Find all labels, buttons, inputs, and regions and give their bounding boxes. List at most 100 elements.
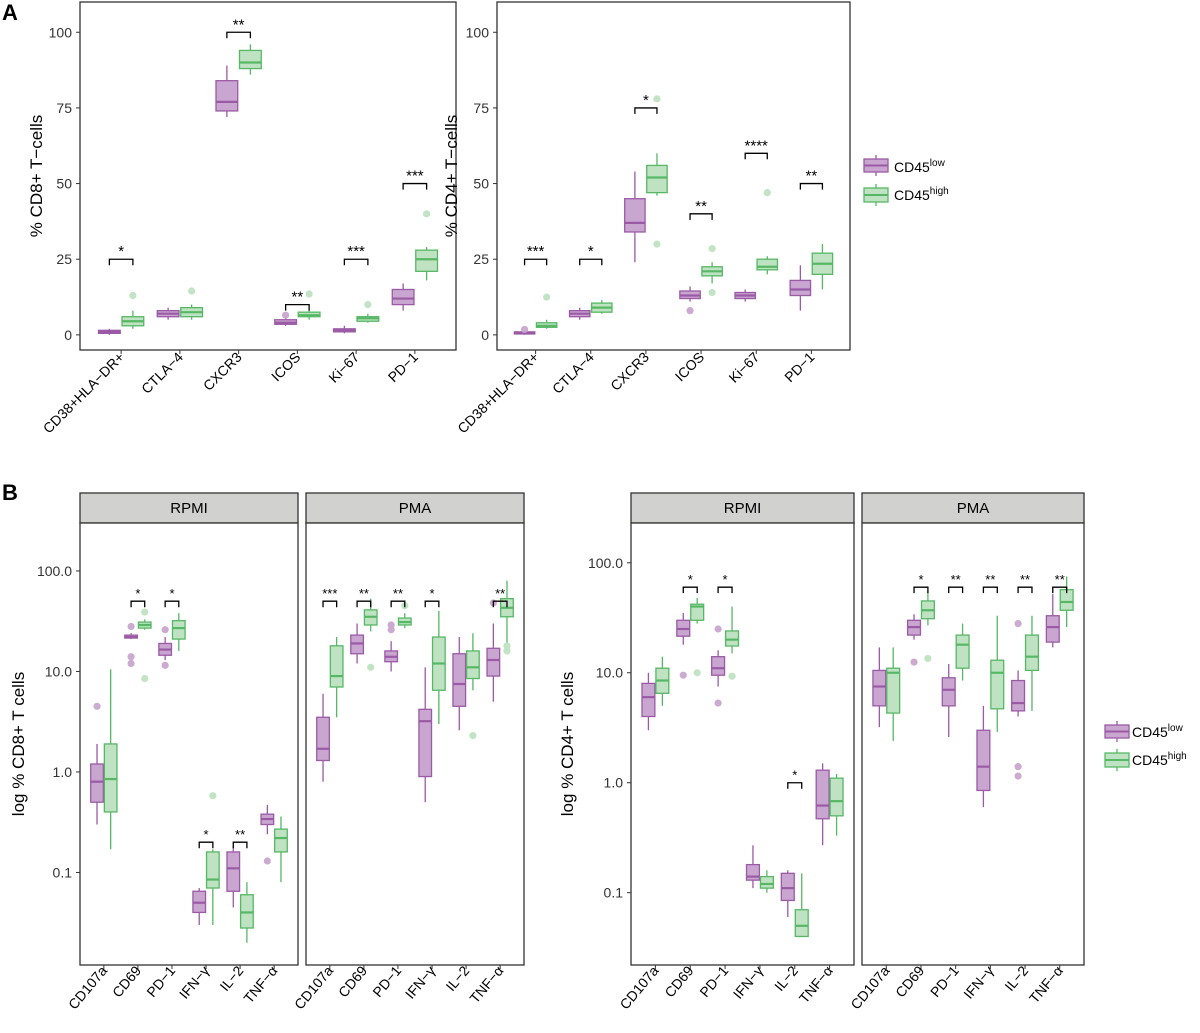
- box-cd45high: [655, 656, 670, 706]
- box-iqr: [1024, 634, 1040, 672]
- outlier-point: [653, 240, 661, 248]
- facet-main: CD38+HLA−DR+ * CTLA−4 CXCR3 ** ICOS ** Ki−67 ***…: [40, 1, 457, 437]
- x-tick-label: CD38+HLA−DR+: [40, 349, 128, 437]
- outlier-point: [282, 311, 290, 319]
- x-tick-label: CD107a: [291, 962, 336, 1012]
- outlier-point: [714, 699, 722, 707]
- legend-key-high: [1104, 749, 1130, 771]
- box-cd45high: [329, 637, 344, 718]
- box-cd45low: [624, 171, 646, 263]
- x-tick-label: TNF−α: [240, 963, 280, 1007]
- bracket-line: [982, 586, 998, 594]
- box-cd45high: [180, 287, 204, 320]
- facet-rpmi: RPMI CD107a CD69 * PD−1 * IFN−γ IL−2 * TNF−α: [616, 492, 855, 1012]
- box-cd45low: [158, 626, 173, 669]
- strip-label: PMA: [399, 500, 432, 517]
- x-tick-label: PD−1: [781, 349, 818, 386]
- outlier-point: [161, 661, 169, 669]
- box-cd45low: [1011, 619, 1026, 780]
- box-iqr: [641, 682, 656, 718]
- bracket-line: [634, 107, 658, 114]
- significance-bracket: **: [356, 586, 372, 608]
- bracket-line: [356, 600, 372, 608]
- bracket-line: [1017, 586, 1033, 594]
- significance-bracket: *: [787, 768, 803, 789]
- chart-a_cd8: 0 25 50 75 100 % CD8+ T−cells CD38+HLA−DR+ * CTL…: [27, 1, 457, 437]
- box-iqr: [789, 279, 812, 297]
- box-iqr: [316, 716, 330, 762]
- significance-label: *: [723, 572, 728, 587]
- y-tick-label: 100.0: [588, 555, 623, 571]
- box-iqr: [745, 863, 761, 881]
- box-cd45high: [990, 615, 1005, 732]
- y-axis: 0 25 50 75 100 % CD8+ T−cells: [27, 24, 80, 343]
- x-tick-label: CD69: [109, 962, 144, 1000]
- bracket-line: [284, 303, 310, 311]
- y-axis-title: log % CD4+ T cells: [558, 672, 577, 816]
- x-tick-label: CD107a: [616, 962, 661, 1012]
- box-iqr: [486, 647, 501, 677]
- box-cd45high: [955, 623, 970, 681]
- bracket-line: [744, 152, 768, 160]
- box-iqr: [90, 763, 104, 803]
- significance-label: *: [643, 92, 649, 109]
- significance-bracket: *: [717, 572, 733, 594]
- x-tick-label: CD69: [335, 962, 370, 1000]
- facet-strip: RPMI: [79, 492, 299, 524]
- legend-label-low: CD45low: [894, 158, 946, 175]
- box-cd45high: [920, 591, 935, 663]
- significance-label: ***: [527, 243, 545, 260]
- box-cd45high: [356, 301, 380, 323]
- x-tick-label: CTLA−4: [549, 349, 597, 397]
- significance-bracket: ***: [322, 586, 337, 608]
- box-cd45low: [780, 870, 795, 918]
- y-axis-title: % CD8+ T−cells: [27, 115, 46, 238]
- outlier-point: [305, 290, 313, 298]
- outlier-point: [653, 95, 661, 103]
- significance-bracket: *: [198, 827, 214, 849]
- significance-bracket: *: [164, 586, 180, 608]
- x-tick-label: IFN−γ: [730, 963, 767, 1002]
- box-cd45low: [391, 283, 415, 311]
- legend-b: CD45low CD45high: [1104, 721, 1187, 771]
- chart-b_cd4: 0.1 1.0 10.0 100.0 log % CD4+ T cells RPMI CD1…: [558, 492, 1085, 1012]
- x-tick-label: PD−1: [696, 962, 731, 1000]
- box-cd45low: [418, 667, 433, 803]
- box-cd45low: [906, 614, 922, 666]
- significance-label: **: [359, 586, 369, 601]
- box-iqr: [941, 677, 956, 707]
- y-tick-label: 10.0: [596, 665, 623, 681]
- outlier-point: [469, 732, 477, 740]
- box-cd45high: [239, 882, 254, 943]
- x-tick-label: ICOS: [268, 349, 304, 385]
- x-tick-label: CTLA−4: [138, 349, 186, 397]
- box-cd45high: [759, 870, 774, 893]
- bracket-line: [913, 586, 929, 594]
- box-iqr: [780, 872, 795, 902]
- outlier-point: [728, 672, 736, 680]
- box-cd45high: [431, 610, 446, 725]
- box-cd45low: [97, 328, 121, 335]
- significance-label: **: [695, 198, 707, 215]
- plots: 0 25 50 75 100 % CD8+ T−cells CD38+HLA−DR+ * CTL…: [9, 1, 1085, 1012]
- chart-b_cd8: 0.1 1.0 10.0 100.0 log % CD8+ T cells RPMI CD1…: [9, 492, 525, 1012]
- bracket-line: [1052, 586, 1068, 594]
- bracket-line: [232, 841, 248, 849]
- significance-label: **: [951, 572, 961, 587]
- x-tick-label: IL−2: [442, 962, 472, 994]
- significance-bracket: *: [579, 243, 603, 266]
- legend-a: CD45low CD45high: [863, 155, 949, 206]
- y-tick-label: 75: [473, 100, 489, 116]
- significance-bracket: *: [682, 572, 698, 594]
- box-cd45high: [590, 300, 613, 314]
- outlier-point: [910, 658, 918, 666]
- box-iqr: [990, 659, 1005, 710]
- x-tick-label: PD−1: [369, 962, 404, 1000]
- outlier-point: [679, 671, 687, 679]
- panel-label-b: B: [2, 480, 18, 505]
- box-cd45high: [121, 291, 145, 329]
- box-cd45high: [137, 608, 152, 683]
- bracket-line: [343, 258, 369, 266]
